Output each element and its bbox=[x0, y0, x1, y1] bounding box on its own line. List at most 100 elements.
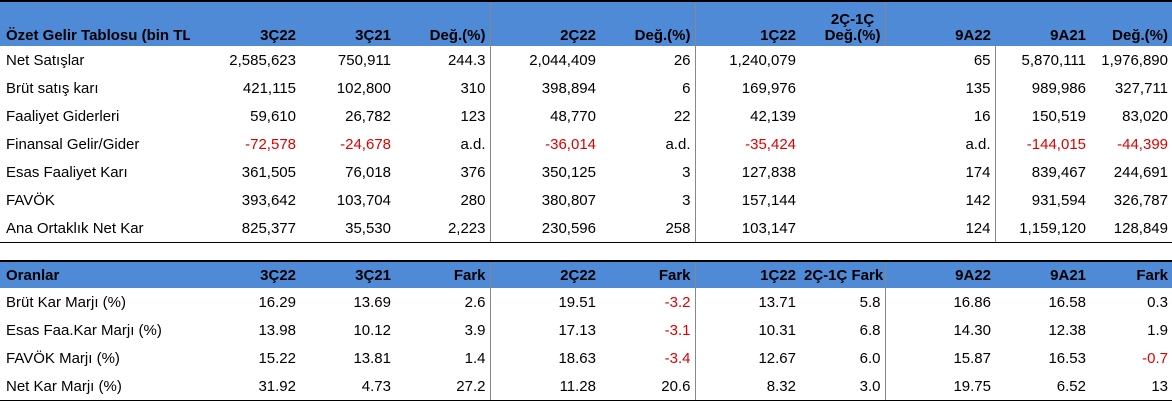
table-cell: 350,125 bbox=[489, 158, 600, 186]
table-cell: -0.7 bbox=[1142, 349, 1168, 367]
table-cell: 14.30 bbox=[884, 316, 995, 344]
table-cell: -3.4 bbox=[664, 349, 691, 367]
table-cell: -3.1 bbox=[664, 321, 691, 339]
table-cell: 17.13 bbox=[489, 316, 600, 344]
table-cell: 1,240,079 bbox=[694, 46, 800, 74]
table-cell: 10.31 bbox=[694, 316, 800, 344]
table-cell: 2,585,623 bbox=[229, 51, 296, 69]
table-cell: 16.86 bbox=[884, 288, 995, 316]
col-header-stacked: 2Ç-1Ç Değ.(%) bbox=[800, 0, 885, 46]
row-label: FAVÖK bbox=[6, 191, 55, 209]
ratios-header-row: Oranlar 3Ç22 3Ç21 Fark 2Ç22 Fark 1Ç22 2Ç… bbox=[0, 260, 1172, 288]
table-cell: a.d. bbox=[460, 135, 486, 153]
table-cell: 989,986 bbox=[994, 74, 1090, 102]
table-cell: 83,020 bbox=[1122, 107, 1168, 125]
table-row: Esas Faaliyet Karı 361,505 76,018 376 350,12… bbox=[0, 158, 1172, 186]
table-cell: 2.6 bbox=[464, 293, 486, 311]
col-header: 2Ç22 bbox=[489, 260, 600, 288]
row-label: Faaliyet Giderleri bbox=[6, 107, 120, 125]
table-cell: 1.9 bbox=[1147, 321, 1168, 339]
table-cell: 22 bbox=[673, 107, 691, 125]
table-row: Finansal Gelir/Gider -72,578 -24,678 a.d. -3… bbox=[0, 130, 1172, 158]
table-cell: 135 bbox=[965, 79, 991, 97]
col-header-line: Değ.(%) bbox=[824, 27, 881, 44]
table-cell: 13.69 bbox=[353, 293, 391, 311]
table-row: Brüt satış karı 421,115 102,800 310 398,894 6… bbox=[0, 74, 1172, 102]
table-cell: 327,711 bbox=[1114, 79, 1168, 97]
table-cell: 19.51 bbox=[489, 288, 600, 316]
col-header: 3Ç21 bbox=[300, 0, 395, 46]
row-label: Net Satışlar bbox=[6, 51, 85, 69]
table-cell: a.d. bbox=[965, 135, 991, 153]
table-cell: 376 bbox=[460, 163, 486, 181]
col-header: 3Ç22 bbox=[190, 260, 300, 288]
table-cell: 4.73 bbox=[300, 372, 395, 401]
row-label: Brüt satış karı bbox=[6, 79, 99, 97]
table-cell: -24,678 bbox=[340, 135, 391, 153]
table-cell: 6 bbox=[682, 79, 691, 97]
col-header: Değ.(%) bbox=[1090, 0, 1172, 46]
row-label: Brüt Kar Marjı (%) bbox=[6, 293, 127, 311]
table-cell: 13.98 bbox=[258, 321, 296, 339]
table-cell: 825,377 bbox=[190, 214, 300, 243]
col-header-line: 2Ç-1Ç bbox=[830, 11, 875, 28]
table-cell: 8.32 bbox=[694, 372, 800, 401]
col-header: 1Ç22 bbox=[694, 0, 800, 46]
table-cell: 230,596 bbox=[489, 214, 600, 243]
table-cell: -3.2 bbox=[664, 293, 691, 311]
table-cell: 169,976 bbox=[694, 74, 800, 102]
table-cell: 12.67 bbox=[694, 344, 800, 372]
table-cell: 0.3 bbox=[1147, 293, 1168, 311]
table-cell: 13 bbox=[1090, 372, 1172, 401]
table-cell: 13.81 bbox=[353, 349, 391, 367]
col-header: 9A21 bbox=[995, 260, 1090, 288]
table-cell: 3 bbox=[682, 191, 691, 209]
table-cell: 361,505 bbox=[241, 163, 296, 181]
row-label: Finansal Gelir/Gider bbox=[6, 135, 140, 153]
col-header: Fark bbox=[1090, 260, 1172, 288]
col-header: Fark bbox=[600, 260, 695, 288]
table-row: Ana Ortaklık Net Kar 825,377 35,530 2,223 23… bbox=[0, 214, 1172, 243]
income-header-row: Özet Gelir Tablosu (bin TL) 3Ç22 3Ç21 De… bbox=[0, 0, 1172, 46]
table-cell: 124 bbox=[800, 214, 995, 243]
table-cell: 258 bbox=[600, 214, 695, 243]
table-cell: 42,139 bbox=[694, 102, 800, 130]
col-header: 3Ç21 bbox=[300, 260, 395, 288]
table-gap bbox=[0, 243, 1172, 262]
table-cell: -36,014 bbox=[489, 130, 600, 158]
table-cell: 102,800 bbox=[336, 79, 391, 97]
table-cell: 20.6 bbox=[600, 372, 695, 401]
table-cell: 174 bbox=[965, 163, 991, 181]
col-header: Değ.(%) bbox=[395, 0, 490, 46]
table-cell: 280 bbox=[460, 191, 486, 209]
table-cell: 393,642 bbox=[241, 191, 296, 209]
row-label: Esas Faa.Kar Marjı (%) bbox=[6, 321, 162, 339]
table-cell: 16 bbox=[973, 107, 991, 125]
table-cell: 48,770 bbox=[489, 102, 600, 130]
table-cell: 3.9 bbox=[464, 321, 486, 339]
col-header: 9A22 bbox=[884, 0, 995, 46]
ratios-table-title: Oranlar bbox=[0, 260, 190, 288]
table-cell: 26,782 bbox=[345, 107, 391, 125]
table-cell: -144,015 bbox=[994, 130, 1090, 158]
table-cell: 26 bbox=[673, 51, 691, 69]
col-header: 2Ç22 bbox=[489, 0, 600, 46]
table-cell: 380,807 bbox=[489, 186, 600, 214]
table-cell: 1,159,120 bbox=[994, 214, 1090, 243]
table-cell: 15.87 bbox=[884, 344, 995, 372]
row-label: FAVÖK Marjı (%) bbox=[6, 349, 120, 367]
row-label: Net Kar Marjı (%) bbox=[0, 372, 190, 401]
table-cell: 326,787 bbox=[1113, 191, 1168, 209]
table-cell: 123 bbox=[460, 107, 486, 125]
table-cell: 839,467 bbox=[994, 158, 1090, 186]
table-cell: -44,399 bbox=[1117, 135, 1168, 153]
table-cell: 128,849 bbox=[1090, 214, 1172, 243]
row-label: Ana Ortaklık Net Kar bbox=[0, 214, 190, 243]
table-cell: 11.28 bbox=[489, 372, 600, 401]
table-cell: 6.8 bbox=[859, 321, 881, 339]
table-row: Brüt Kar Marjı (%) 16.29 13.69 2.6 19.51 -3.2… bbox=[0, 288, 1172, 316]
table-row: FAVÖK Marjı (%) 15.22 13.81 1.4 18.63 -3.4 12.… bbox=[0, 344, 1172, 372]
table-cell: 310 bbox=[460, 79, 486, 97]
table-cell: 19.75 bbox=[884, 372, 995, 401]
